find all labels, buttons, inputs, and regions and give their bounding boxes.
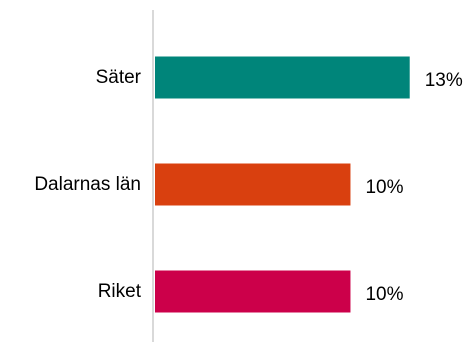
value-label: 10% [365, 284, 403, 305]
labels-layer: Säter 13% Dalarnas län 10% Riket 10% [34, 67, 463, 305]
bar-2 [155, 270, 351, 313]
category-label: Dalarnas län [34, 174, 141, 195]
bars-layer [155, 56, 410, 313]
category-label: Riket [98, 281, 142, 302]
value-label: 13% [425, 70, 463, 91]
category-label: Säter [96, 67, 142, 88]
bar-0 [155, 56, 410, 99]
value-label: 10% [365, 177, 403, 198]
bar-1 [155, 163, 351, 206]
